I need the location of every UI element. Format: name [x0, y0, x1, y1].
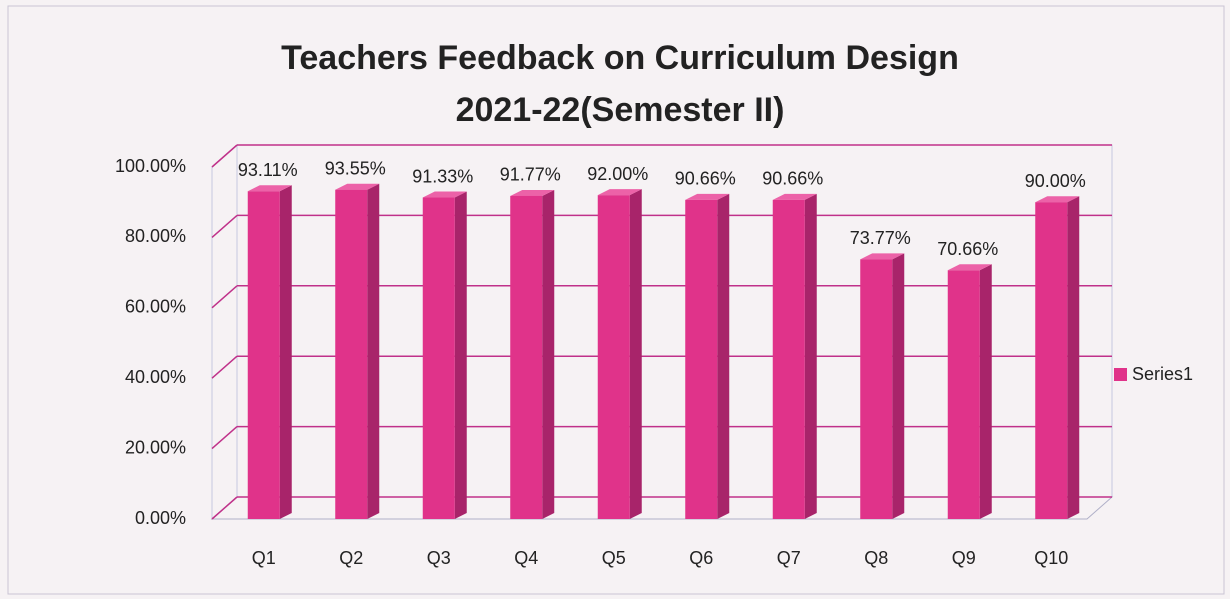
bar-top [772, 193, 817, 200]
chart-title: Teachers Feedback on Curriculum Design [281, 39, 959, 77]
x-tick-label: Q10 [1034, 548, 1068, 568]
y-tick-label: 60.00% [125, 297, 186, 317]
bar [685, 199, 718, 519]
x-tick-label: Q9 [952, 548, 976, 568]
bar-top [860, 253, 905, 260]
bar [335, 189, 368, 520]
bar [422, 197, 455, 519]
bar-side [367, 183, 380, 520]
bar-side [892, 253, 905, 520]
bar [597, 195, 630, 519]
bar [510, 195, 543, 519]
y-tick-label: 100.00% [115, 156, 186, 176]
grid-line-side [211, 214, 238, 238]
x-tick-label: Q5 [602, 548, 626, 568]
y-tick-label: 20.00% [125, 437, 186, 457]
x-tick-label: Q1 [252, 548, 276, 568]
data-label: 91.77% [500, 165, 561, 185]
bar-side [717, 193, 730, 519]
bar [772, 199, 805, 519]
legend-swatch [1114, 368, 1127, 381]
y-tick-label: 40.00% [125, 367, 186, 387]
legend-label: Series1 [1132, 364, 1193, 384]
x-tick-label: Q2 [339, 548, 363, 568]
bar-side [804, 193, 817, 519]
data-label: 92.00% [587, 164, 648, 184]
x-tick-label: Q7 [777, 548, 801, 568]
grid-line-side [211, 426, 238, 450]
bar-side [542, 189, 555, 519]
data-label: 93.11% [238, 160, 298, 180]
data-label: 73.77% [850, 228, 911, 248]
x-tick-label: Q6 [689, 548, 713, 568]
bar-side [629, 189, 642, 519]
data-label: 91.33% [412, 166, 473, 186]
bar [1035, 202, 1068, 519]
bar [247, 191, 280, 519]
bar-top [597, 189, 642, 196]
bar-top [247, 185, 292, 192]
chart-title: 2021-22(Semester II) [456, 91, 785, 129]
x-tick-label: Q4 [514, 548, 538, 568]
bar-top [1035, 196, 1080, 203]
data-label: 70.66% [937, 239, 998, 259]
grid-line-side [211, 496, 238, 520]
bar-top [335, 183, 380, 190]
bar-side [979, 264, 992, 519]
data-label: 90.66% [762, 169, 823, 189]
bar-side [1067, 196, 1080, 519]
bar-top [510, 189, 555, 196]
bar-top [947, 264, 992, 271]
data-label: 90.66% [675, 169, 736, 189]
bar-side [279, 185, 292, 519]
grid-line-side [211, 144, 238, 168]
bar [860, 259, 893, 519]
x-tick-label: Q3 [427, 548, 451, 568]
bar-top [422, 191, 467, 198]
bar [947, 270, 980, 519]
chart-frame [7, 5, 1225, 595]
bar-top [685, 193, 730, 200]
bar-side [454, 191, 467, 519]
x-tick-label: Q8 [864, 548, 888, 568]
data-label: 93.55% [325, 158, 386, 178]
y-tick-label: 0.00% [135, 508, 186, 528]
data-label: 90.00% [1025, 171, 1086, 191]
grid-line-side [211, 355, 238, 379]
grid-line-side [211, 285, 238, 309]
y-tick-label: 80.00% [125, 226, 186, 246]
